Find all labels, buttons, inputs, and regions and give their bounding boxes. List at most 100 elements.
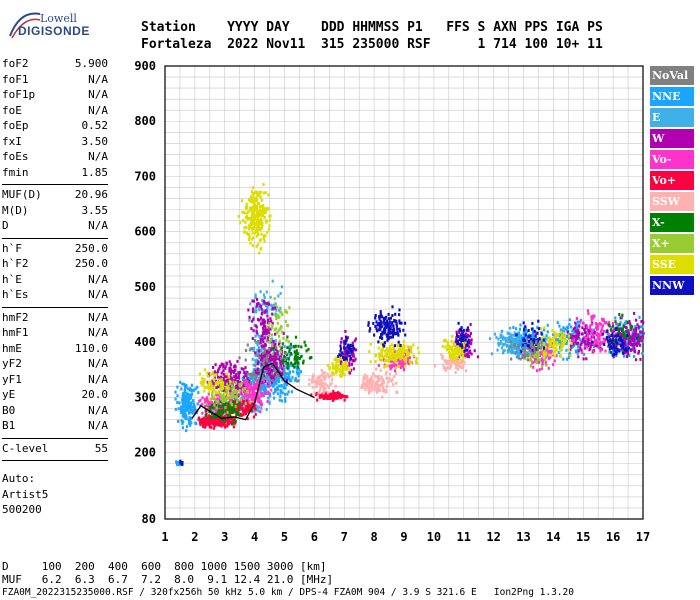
data-point <box>386 364 389 368</box>
data-point <box>239 370 242 374</box>
data-point <box>229 375 232 379</box>
data-point <box>380 322 383 326</box>
data-point <box>310 380 314 384</box>
data-point <box>290 390 294 394</box>
data-point <box>587 344 590 348</box>
data-point <box>274 327 277 331</box>
data-point <box>394 312 397 316</box>
param-value: N/A <box>88 288 108 301</box>
x-tick-label: 11 <box>457 530 471 544</box>
data-point <box>469 323 472 326</box>
data-point <box>469 331 472 335</box>
data-point <box>252 329 255 333</box>
data-point <box>369 379 372 383</box>
data-point <box>590 323 593 326</box>
data-point <box>351 341 354 345</box>
data-point <box>462 339 465 342</box>
data-point <box>259 410 262 414</box>
data-point <box>402 363 405 367</box>
data-point <box>512 326 515 329</box>
data-point <box>635 336 638 340</box>
data-point <box>263 383 266 387</box>
data-point <box>588 326 591 330</box>
data-point <box>275 377 278 381</box>
data-point <box>500 346 504 350</box>
data-point <box>243 396 246 400</box>
data-point <box>257 360 260 364</box>
data-point <box>514 341 518 345</box>
param-value: N/A <box>88 403 108 417</box>
data-point <box>215 406 218 410</box>
data-point <box>265 408 268 411</box>
data-point <box>637 325 640 329</box>
data-point <box>261 372 264 376</box>
data-point <box>261 321 264 325</box>
data-point <box>380 348 383 352</box>
data-point <box>552 352 555 356</box>
data-point <box>341 363 344 367</box>
data-point <box>260 198 263 202</box>
data-point <box>615 322 618 326</box>
data-point <box>396 359 399 362</box>
data-point <box>616 333 620 337</box>
data-point <box>610 346 613 350</box>
data-point <box>524 327 527 331</box>
data-point <box>622 334 625 338</box>
data-point <box>222 365 225 369</box>
data-point <box>511 345 514 348</box>
data-point <box>232 380 235 384</box>
data-point <box>293 365 296 369</box>
data-point <box>468 334 471 338</box>
data-point <box>318 380 321 384</box>
data-point <box>618 331 621 335</box>
data-point <box>365 379 368 383</box>
data-point <box>388 378 391 382</box>
data-point <box>204 414 207 417</box>
data-point <box>585 337 588 341</box>
data-point <box>568 336 571 340</box>
data-point <box>568 322 571 326</box>
data-point <box>223 379 226 383</box>
data-point <box>310 393 313 397</box>
data-point <box>503 336 506 340</box>
data-point <box>529 341 533 345</box>
data-point <box>379 310 382 314</box>
data-point <box>184 417 187 420</box>
data-point <box>250 190 253 194</box>
data-point <box>259 391 262 395</box>
data-point <box>379 319 382 323</box>
data-point <box>214 363 217 367</box>
data-point <box>252 406 255 410</box>
data-point <box>395 356 399 360</box>
data-point <box>266 400 269 403</box>
data-point <box>275 347 278 351</box>
param-value: 1.85 <box>81 165 109 179</box>
data-point <box>402 357 405 361</box>
data-point <box>184 385 187 389</box>
data-point <box>215 391 218 395</box>
data-point <box>262 318 265 322</box>
data-point <box>536 369 539 373</box>
data-point <box>558 343 561 347</box>
param-row: B1 N/A <box>2 419 108 435</box>
data-point <box>183 388 187 392</box>
data-point <box>348 371 351 374</box>
data-point <box>333 358 336 362</box>
data-point <box>584 340 587 343</box>
data-point <box>339 357 342 361</box>
data-point <box>522 356 525 360</box>
data-point <box>464 354 467 358</box>
header-row2: Fortaleza 2022 Nov11 315 235000 RSF 1 71… <box>141 37 603 52</box>
data-point <box>319 382 322 386</box>
data-point <box>391 331 394 335</box>
data-point <box>249 373 252 377</box>
data-point <box>211 395 214 399</box>
data-point <box>608 350 611 354</box>
data-point <box>258 397 261 401</box>
data-point <box>451 351 454 355</box>
data-point <box>614 346 618 350</box>
data-point <box>280 359 283 362</box>
data-point <box>527 346 530 350</box>
data-point <box>467 355 470 359</box>
data-point <box>551 344 554 348</box>
